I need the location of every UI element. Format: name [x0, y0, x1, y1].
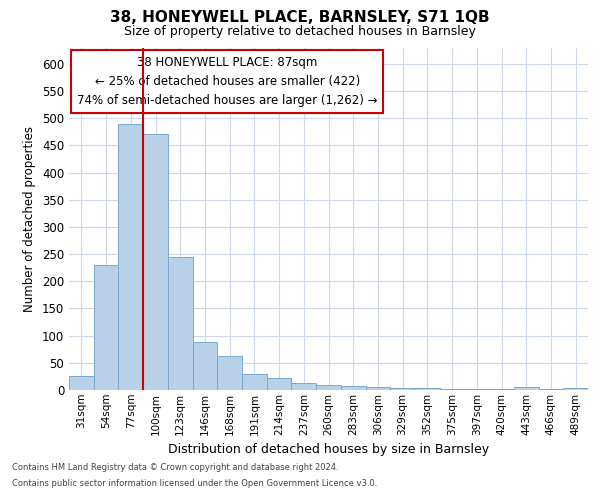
Bar — [464, 389, 489, 390]
Bar — [440, 389, 464, 390]
Bar — [390, 388, 415, 390]
Bar — [316, 384, 341, 390]
Bar — [539, 389, 563, 390]
Bar — [217, 356, 242, 390]
Text: Distribution of detached houses by size in Barnsley: Distribution of detached houses by size … — [168, 442, 490, 456]
Bar — [94, 265, 118, 390]
Bar — [193, 342, 217, 390]
Bar — [143, 134, 168, 390]
Text: Size of property relative to detached houses in Barnsley: Size of property relative to detached ho… — [124, 25, 476, 38]
Bar — [242, 374, 267, 390]
Bar — [415, 388, 440, 390]
Bar — [118, 124, 143, 390]
Text: Contains public sector information licensed under the Open Government Licence v3: Contains public sector information licen… — [12, 478, 377, 488]
Bar — [69, 376, 94, 390]
Bar — [341, 386, 365, 390]
Bar — [292, 384, 316, 390]
Bar — [514, 386, 539, 390]
Text: Contains HM Land Registry data © Crown copyright and database right 2024.: Contains HM Land Registry data © Crown c… — [12, 464, 338, 472]
Bar — [563, 388, 588, 390]
Bar — [365, 388, 390, 390]
Y-axis label: Number of detached properties: Number of detached properties — [23, 126, 37, 312]
Bar — [267, 378, 292, 390]
Text: 38, HONEYWELL PLACE, BARNSLEY, S71 1QB: 38, HONEYWELL PLACE, BARNSLEY, S71 1QB — [110, 10, 490, 25]
Text: 38 HONEYWELL PLACE: 87sqm
← 25% of detached houses are smaller (422)
74% of semi: 38 HONEYWELL PLACE: 87sqm ← 25% of detac… — [77, 56, 377, 107]
Bar — [168, 257, 193, 390]
Bar — [489, 389, 514, 390]
